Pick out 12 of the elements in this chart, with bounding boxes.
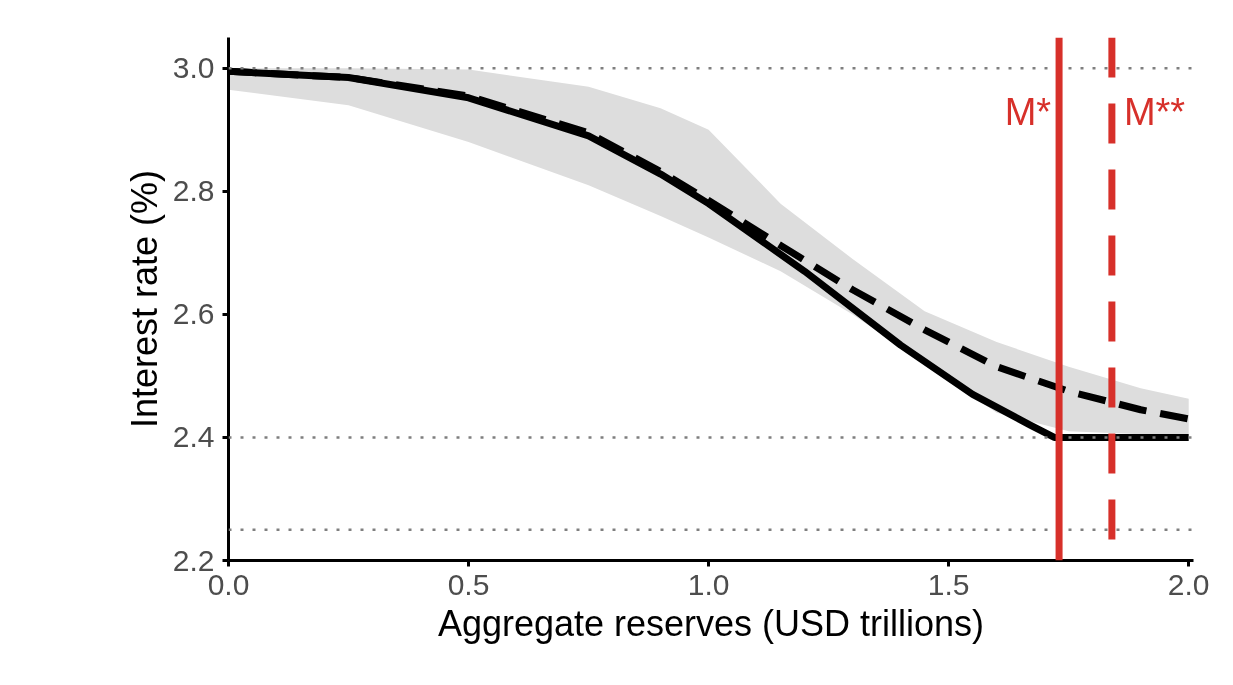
y-axis-title: Interest rate (%) [123,169,165,429]
x-tick-label: 1.0 [687,567,730,601]
y-tick-label: 3.0 [172,51,215,85]
y-tick-label: 2.4 [172,420,215,454]
x-axis-title: Aggregate reserves (USD trillions) [437,602,985,644]
x-tick-label: 1.5 [927,567,970,601]
ref-line-label: M** [1123,90,1186,133]
ref-line-label: M* [1004,90,1052,133]
x-tick-label: 0.5 [447,567,490,601]
x-tick-label: 2.0 [1167,567,1210,601]
y-tick-label: 2.8 [172,174,215,208]
y-tick-label: 2.6 [172,297,215,331]
